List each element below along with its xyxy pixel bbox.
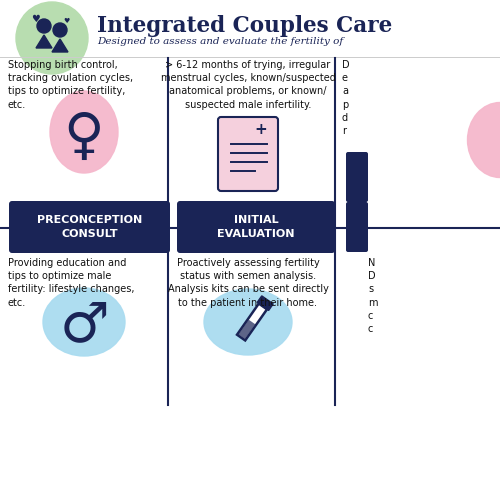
Text: PRECONCEPTION
CONSULT: PRECONCEPTION CONSULT <box>37 216 142 238</box>
Polygon shape <box>237 304 267 341</box>
Text: Providing education and
tips to optimize male
fertility: lifestyle changes,
etc.: Providing education and tips to optimize… <box>8 258 134 308</box>
Text: Stopping birth control,
tracking ovulation cycles,
tips to optimize fertility,
e: Stopping birth control, tracking ovulati… <box>8 60 133 110</box>
Circle shape <box>53 23 67 37</box>
Polygon shape <box>36 35 52 48</box>
Circle shape <box>37 19 51 33</box>
FancyBboxPatch shape <box>218 117 278 191</box>
FancyBboxPatch shape <box>346 152 368 202</box>
Text: > 6-12 months of trying, irregular
menstrual cycles, known/suspected
anatomical : > 6-12 months of trying, irregular menst… <box>160 60 336 110</box>
Text: ♀: ♀ <box>64 111 104 165</box>
FancyBboxPatch shape <box>9 201 170 253</box>
Polygon shape <box>52 39 68 52</box>
Circle shape <box>16 2 88 74</box>
Text: Integrated Couples Care: Integrated Couples Care <box>97 15 392 37</box>
Ellipse shape <box>468 102 500 178</box>
Text: Proactively assessing fertility
status with semen analysis.
Analysis kits can be: Proactively assessing fertility status w… <box>168 258 328 308</box>
Ellipse shape <box>50 91 118 173</box>
Ellipse shape <box>43 288 125 356</box>
Text: +: + <box>254 122 268 138</box>
Text: N
D
s
m
c
c: N D s m c c <box>368 258 378 334</box>
FancyBboxPatch shape <box>177 201 335 253</box>
Text: ♂: ♂ <box>59 299 109 353</box>
Text: Designed to assess and evaluate the fertility of: Designed to assess and evaluate the fert… <box>97 38 343 46</box>
Polygon shape <box>257 296 273 310</box>
Text: ♥: ♥ <box>32 14 40 24</box>
FancyBboxPatch shape <box>346 202 368 252</box>
Ellipse shape <box>204 289 292 355</box>
Text: ♥: ♥ <box>63 18 69 24</box>
Polygon shape <box>238 320 256 339</box>
Text: D
e
a
p
d
r: D e a p d r <box>342 60 349 136</box>
Text: INITIAL
EVALUATION: INITIAL EVALUATION <box>217 216 295 238</box>
